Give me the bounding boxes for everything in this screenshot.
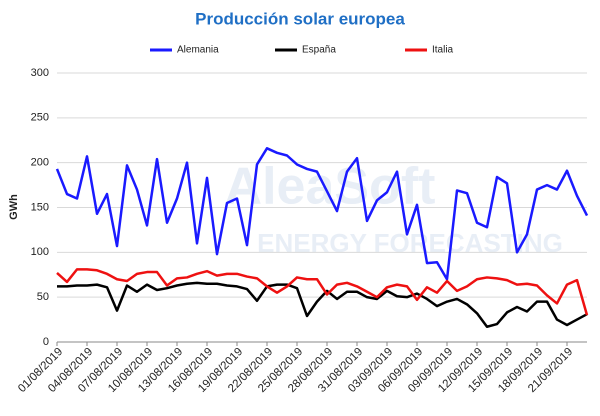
y-tick-label: 300 xyxy=(31,67,49,79)
legend-label: Italia xyxy=(432,45,454,56)
series-line xyxy=(55,147,589,281)
legend-label: Alemania xyxy=(177,45,219,56)
y-axis-label: GWh xyxy=(8,194,20,220)
watermark: ENERGY FORECASTING xyxy=(257,228,563,258)
series-line xyxy=(56,268,589,316)
series-line xyxy=(57,281,588,329)
y-tick-label: 150 xyxy=(31,201,49,213)
y-tick-label: 0 xyxy=(43,336,49,348)
legend-label: España xyxy=(302,45,336,56)
chart-title: Producción solar europea xyxy=(195,9,405,28)
y-tick-label: 100 xyxy=(31,246,49,258)
y-tick-label: 250 xyxy=(31,112,49,124)
y-tick-label: 200 xyxy=(31,157,49,169)
y-tick-label: 50 xyxy=(37,291,49,303)
